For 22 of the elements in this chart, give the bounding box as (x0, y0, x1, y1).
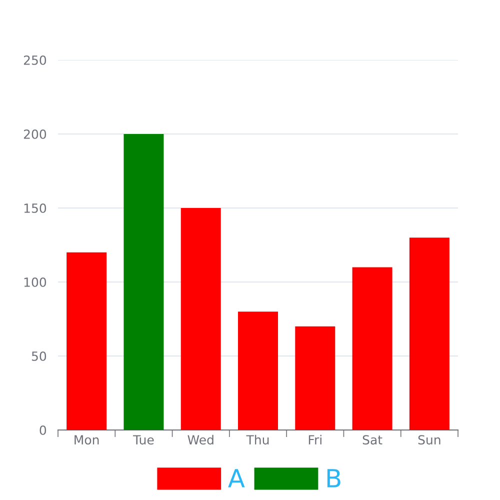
bar (238, 312, 278, 430)
y-tick-label: 100 (24, 277, 46, 287)
bar (180, 208, 221, 430)
bar (124, 134, 164, 430)
x-tick-label: Sun (418, 435, 440, 445)
x-tick-label: Mon (74, 435, 99, 445)
x-tick-label: Fri (308, 434, 322, 444)
x-tick-label: Thu (246, 434, 269, 445)
y-tick-label: 200 (24, 129, 46, 139)
y-tick-label: 50 (32, 351, 46, 361)
x-tick-label: Wed (188, 434, 214, 445)
bar (295, 326, 336, 430)
x-tick-label: Sat (362, 435, 382, 445)
legend-label: A (228, 469, 245, 488)
y-tick-label: 150 (24, 203, 46, 213)
y-tick-label: 250 (24, 55, 46, 65)
legend-label: B (327, 469, 340, 488)
bar (352, 267, 392, 430)
y-tick-label: 0 (40, 425, 46, 435)
bar (66, 252, 107, 430)
bar (409, 238, 450, 430)
x-tick-label: Tue (133, 435, 154, 445)
